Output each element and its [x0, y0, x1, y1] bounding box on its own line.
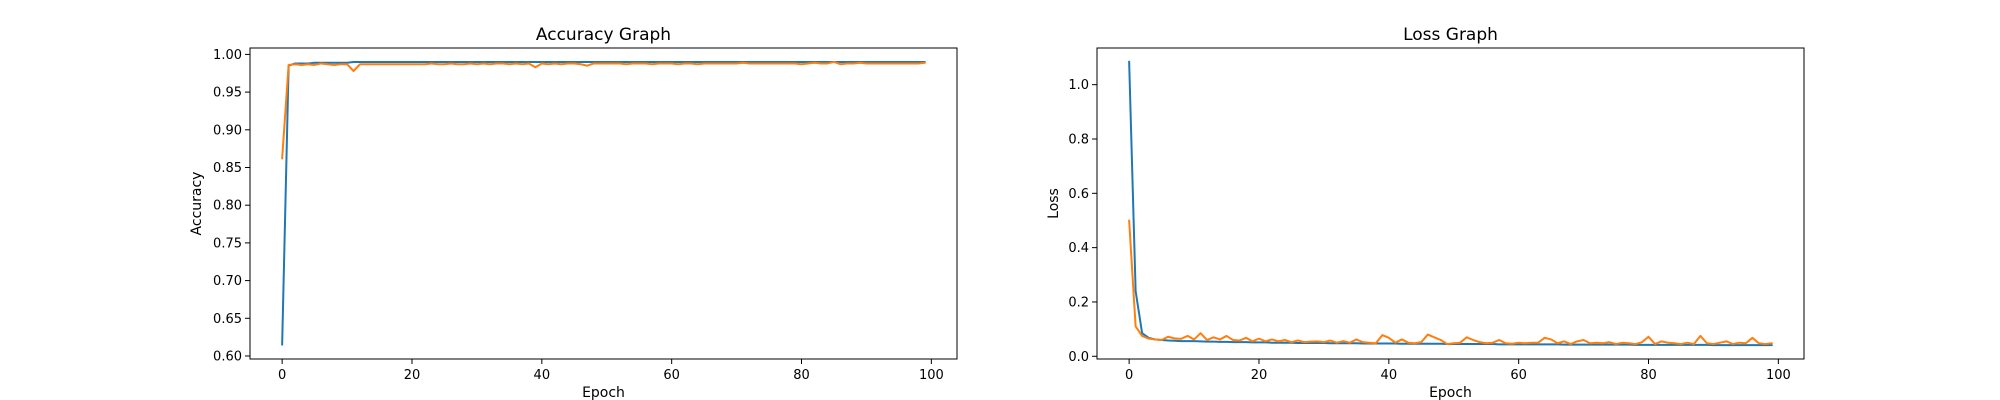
- y-tick-label: 1.0: [1068, 78, 1089, 93]
- chart-title: Accuracy Graph: [536, 25, 671, 45]
- chart-title: Loss Graph: [1403, 25, 1498, 45]
- series-line-2: [1128, 219, 1773, 346]
- y-tick-label: 0.80: [213, 199, 242, 214]
- x-tick-label: 0: [1125, 368, 1133, 383]
- y-tick-label: 0.0: [1068, 350, 1089, 365]
- plot-marks: 0 20 40 60 80 100 0.60 0.65 0.70 0.75 0.80 0.85 0.90…: [213, 48, 944, 383]
- x-tick-label: 100: [919, 368, 944, 383]
- x-tick-label: 60: [1510, 368, 1527, 383]
- x-tick-label: 100: [1766, 368, 1791, 383]
- series-line-1: [1128, 60, 1773, 347]
- y-axis-label: Loss: [1046, 188, 1062, 219]
- y-tick-label: 1.00: [213, 48, 242, 63]
- x-tick-label: 0: [278, 368, 286, 383]
- y-tick-label: 0.65: [213, 312, 242, 327]
- series-line-1: [281, 60, 926, 346]
- x-tick-label: 80: [793, 368, 810, 383]
- series-line-2: [281, 60, 926, 160]
- x-tick-label: 40: [1381, 368, 1398, 383]
- y-axis-label: Accuracy: [189, 172, 205, 236]
- x-tick-label: 20: [404, 368, 421, 383]
- x-axis-label: Epoch: [1429, 385, 1472, 400]
- x-tick-label: 40: [534, 368, 551, 383]
- y-tick-label: 0.70: [213, 274, 242, 289]
- loss-chart: Loss Graph Epoch Loss 0 20 40 60 80 100 0.0 0.2…: [1046, 25, 1805, 400]
- x-tick-label: 60: [663, 368, 680, 383]
- x-tick-label: 20: [1251, 368, 1268, 383]
- y-tick-label: 0.4: [1068, 241, 1089, 256]
- y-tick-label: 0.95: [213, 86, 242, 101]
- plot-marks: 0 20 40 60 80 100 0.0 0.2 0.4 0.6 0.8 1.0: [1068, 60, 1791, 383]
- plot-frame: [249, 47, 958, 360]
- y-tick-label: 0.2: [1068, 295, 1089, 310]
- y-tick-label: 0.85: [213, 161, 242, 176]
- y-tick-label: 0.6: [1068, 187, 1089, 202]
- plot-frame: [1096, 47, 1805, 360]
- x-axis-label: Epoch: [582, 385, 625, 400]
- y-tick-label: 0.8: [1068, 132, 1089, 147]
- y-tick-label: 0.60: [213, 349, 242, 364]
- y-tick-label: 0.90: [213, 123, 242, 138]
- x-tick-label: 80: [1640, 368, 1657, 383]
- accuracy-chart: Accuracy Graph Epoch Accuracy 0 20 40 60 80 1…: [189, 25, 958, 400]
- y-tick-label: 0.75: [213, 236, 242, 251]
